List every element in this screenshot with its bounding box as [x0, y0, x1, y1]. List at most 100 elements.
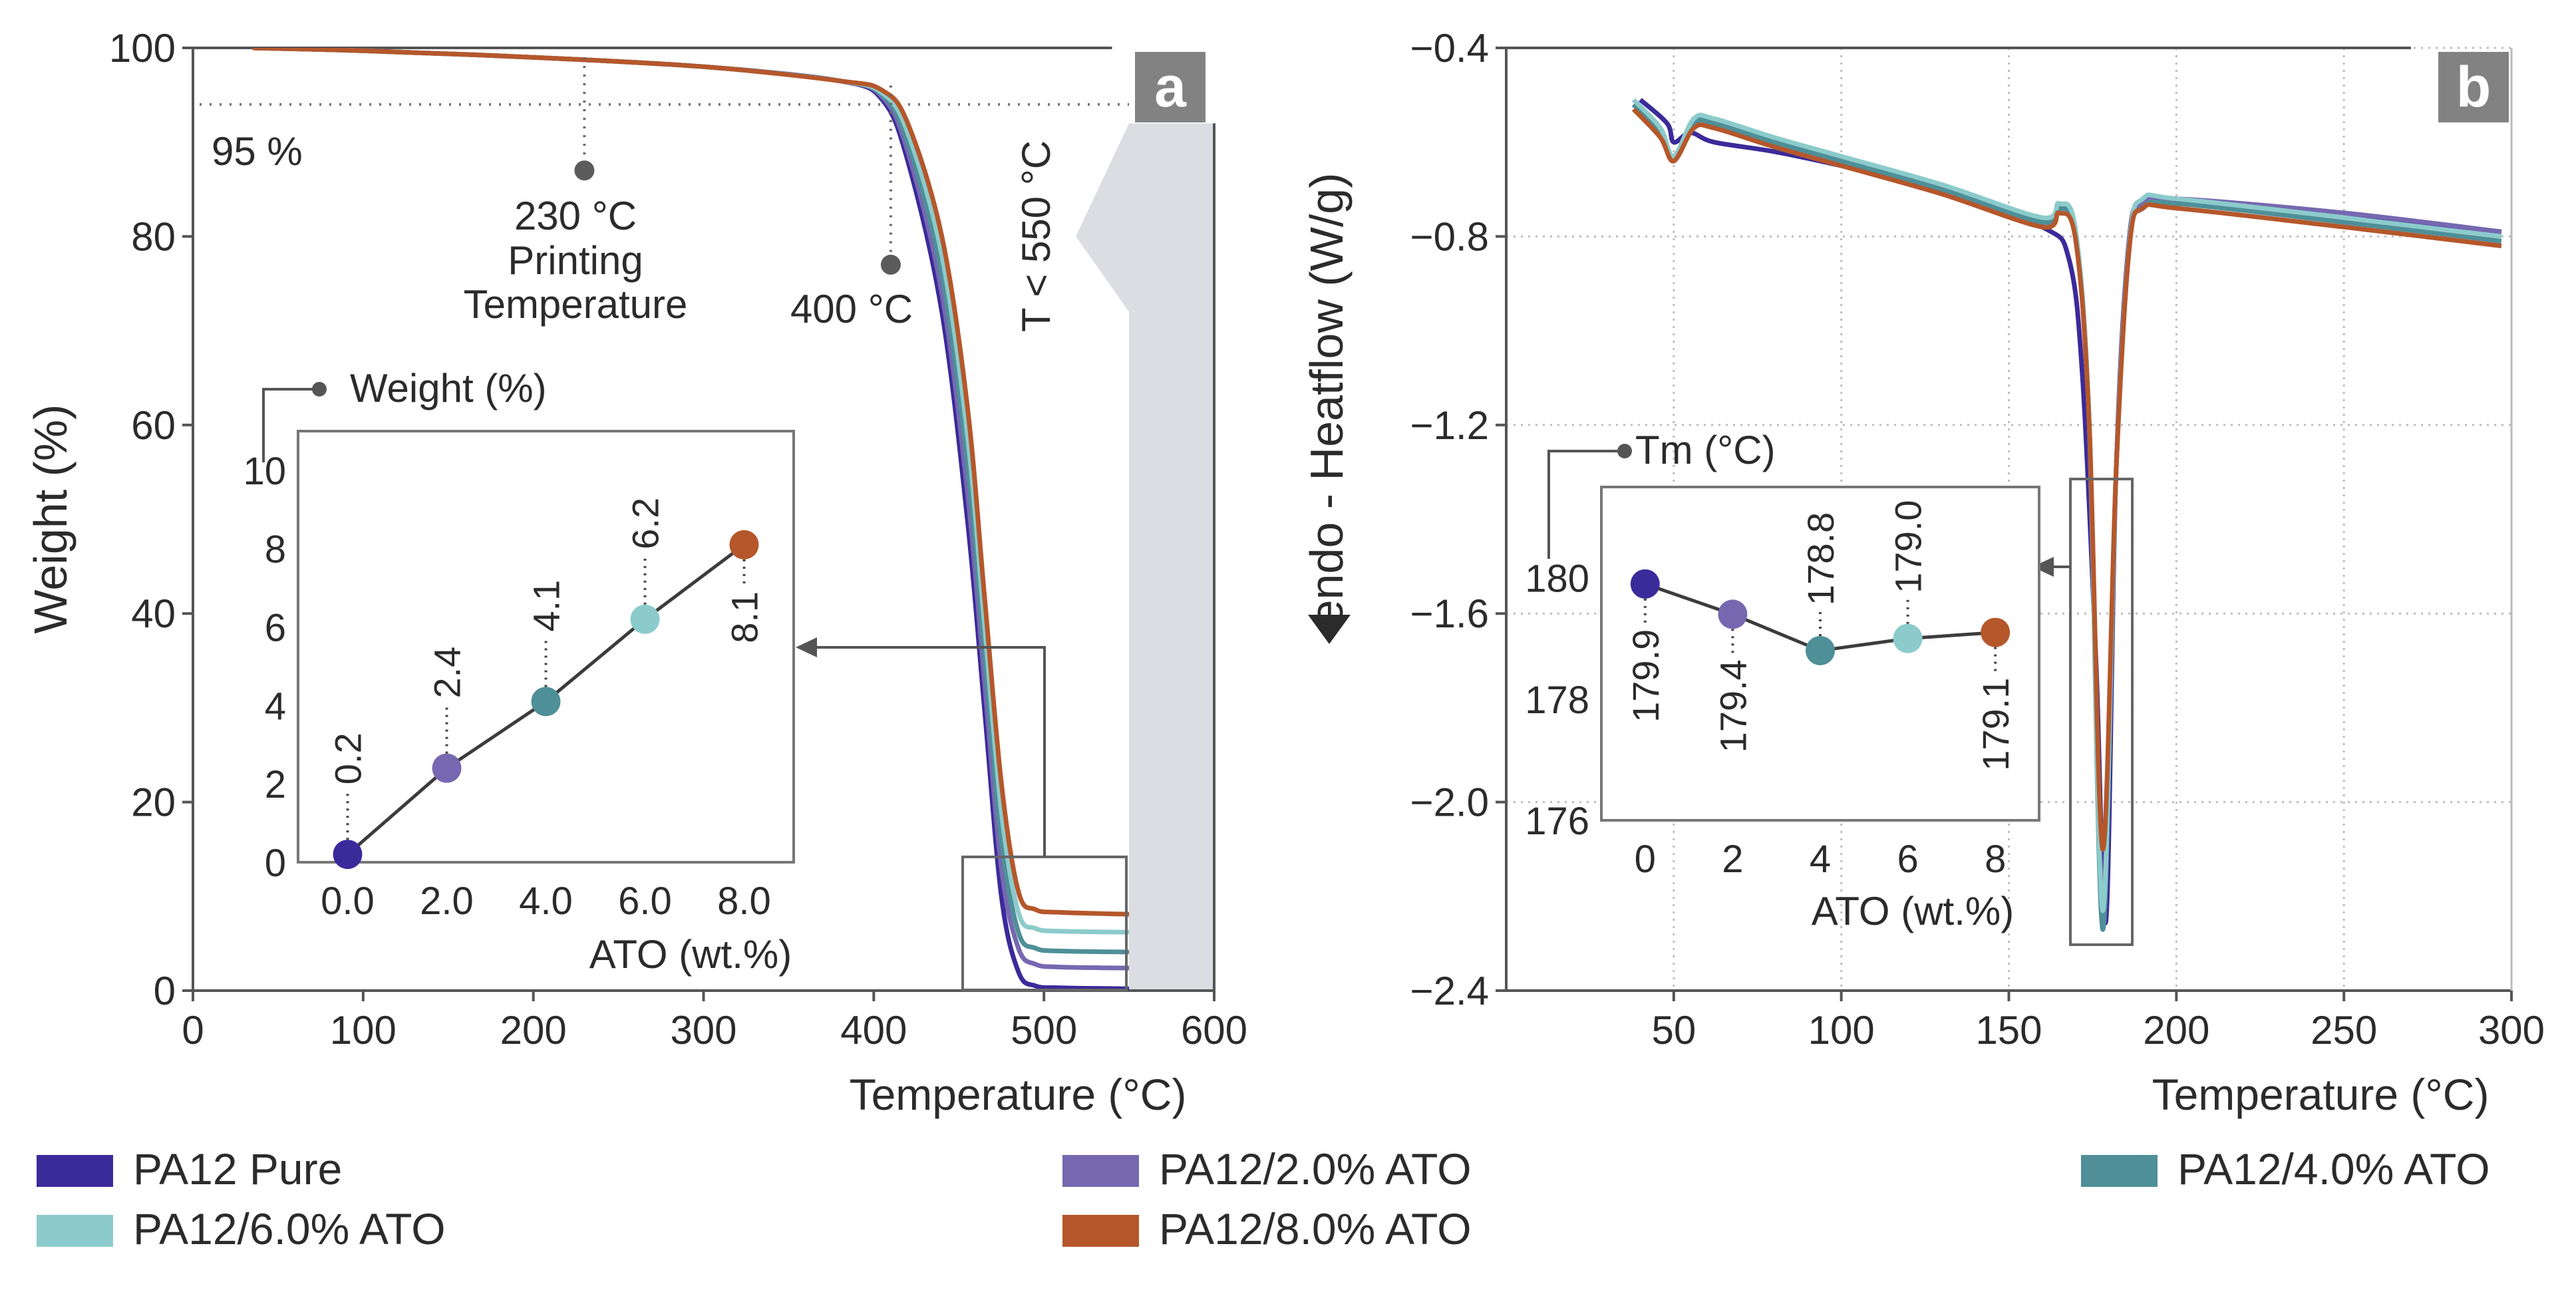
y-tick-label: 80 — [131, 214, 176, 259]
inset-value-label: 8.1 — [724, 591, 766, 643]
zoom-leader-line — [812, 646, 1046, 857]
y-tick-label: 0 — [154, 969, 176, 1013]
printing-temp-value: 230 °C — [514, 194, 637, 238]
y-tick-label: −2.0 — [1410, 780, 1489, 825]
x-tick-label: 0 — [182, 1008, 204, 1053]
inset-point-ato4 — [1806, 635, 1835, 665]
x-axis-title: Temperature (°C) — [850, 1070, 1187, 1119]
x-tick-label: 300 — [670, 1008, 736, 1053]
shaded-region-arrow — [1076, 123, 1130, 312]
inset-y-tick-label: 180 — [1525, 558, 1589, 601]
legend-item-pa12-pure: PA12 Pure — [37, 1144, 342, 1194]
inset-weight: Weight (%) 0 2 4 6 8 10 0.0 2.0 4.0 6.0 8.0 ATO (… — [243, 366, 795, 977]
x-tick-label: 200 — [500, 1008, 567, 1053]
inset-y-tick-label: 4 — [265, 685, 286, 728]
y-axis-title: Weight (%) — [25, 405, 77, 634]
panel-a-label: a — [1154, 55, 1187, 119]
inset-x-tick-label: 4.0 — [519, 880, 573, 923]
inset-frame — [297, 430, 795, 864]
legend-swatch — [2081, 1155, 2158, 1187]
x-tick-label: 100 — [1808, 1008, 1875, 1053]
x-tick-label: 600 — [1181, 1008, 1247, 1053]
shaded-region-label: T < 550 °C — [1014, 140, 1058, 332]
series-line-ato8 — [1631, 107, 2502, 852]
inset-title-marker — [1617, 444, 1632, 458]
legend-swatch — [37, 1155, 113, 1187]
legend-label: PA12/8.0% ATO — [1159, 1204, 1472, 1253]
printing-label: Printing — [508, 238, 643, 283]
inset-point-ato8 — [729, 530, 759, 560]
inset-value-label: 2.4 — [426, 647, 468, 699]
inset-point-ato2 — [1718, 599, 1748, 629]
legend-item-pa12-4-ato: PA12/4.0% ATO — [2081, 1144, 2490, 1194]
panel-b-badge — [2438, 52, 2509, 122]
x-tick-label: 400 — [840, 1008, 907, 1053]
x-tick-label: 500 — [1011, 1008, 1077, 1053]
inset-point-ato6 — [1893, 623, 1923, 653]
inset-point-ato4 — [531, 687, 561, 717]
inset-value-label: 0.2 — [327, 732, 369, 784]
y-tick-label: 40 — [131, 591, 176, 636]
inset-x-tick-label: 6 — [1897, 838, 1918, 881]
inset-y-tick-label: 6 — [265, 607, 286, 650]
endo-direction-arrow — [1308, 615, 1351, 644]
inset-x-tick-label: 0.0 — [321, 880, 375, 923]
y-tick-label: −1.6 — [1410, 591, 1489, 636]
inset-y-tick-label: 10 — [243, 450, 286, 493]
inset-value-label: 179.1 — [1975, 678, 2016, 771]
panel-b-label: b — [2456, 55, 2492, 119]
x-tick-label: 300 — [2478, 1008, 2545, 1053]
inset-x-tick-label: 0 — [1635, 838, 1656, 881]
y-tick-label: 20 — [131, 780, 176, 825]
x-tick-label: 200 — [2143, 1008, 2209, 1053]
inset-melting-temperature: Tm (°C) 176 178 180 0 2 4 6 8 ATO (wt.%) 179.9… — [1525, 428, 2040, 933]
legend-label: PA12/2.0% ATO — [1159, 1144, 1472, 1194]
inset-y-tick-label: 178 — [1525, 679, 1589, 722]
inset-x-axis-title: ATO (wt.%) — [589, 932, 792, 977]
zoom-arrowhead — [2032, 557, 2054, 577]
y-tick-label: −1.2 — [1410, 403, 1489, 448]
legend-label: PA12/4.0% ATO — [2177, 1144, 2490, 1194]
legend-item-pa12-2-ato: PA12/2.0% ATO — [1062, 1144, 1472, 1194]
legend-label: PA12 Pure — [133, 1144, 342, 1194]
x-tick-label: 50 — [1651, 1008, 1696, 1053]
inset-point-ato6 — [630, 604, 660, 634]
inset-y-tick-label: 176 — [1525, 800, 1589, 843]
inset-title: Tm (°C) — [1635, 428, 1776, 472]
degradation-onset-marker — [880, 254, 901, 275]
inset-x-tick-label: 2 — [1722, 838, 1743, 881]
legend-swatch — [37, 1215, 113, 1247]
threshold-label: 95 % — [212, 129, 303, 174]
panel-b: −2.4 −2.0 −1.6 −1.2 −0.8 −0.4 50 100 150 200 250 3… — [1301, 26, 2545, 1119]
inset-point-pure — [333, 840, 363, 870]
inset-x-tick-label: 8.0 — [717, 880, 771, 923]
inset-x-tick-label: 2.0 — [420, 880, 474, 923]
inset-value-label: 178.8 — [1800, 512, 1842, 605]
series-line-ato8 — [252, 48, 1130, 917]
printing-temperature-marker — [574, 160, 595, 181]
y-tick-label: −2.4 — [1410, 969, 1489, 1013]
inset-point-ato2 — [432, 753, 462, 783]
x-tick-label: 250 — [2311, 1008, 2377, 1053]
inset-value-label: 179.0 — [1887, 500, 1929, 593]
legend-label: PA12/6.0% ATO — [133, 1204, 446, 1253]
legend: PA12 Pure PA12/2.0% ATO PA12/4.0% ATO PA… — [37, 1144, 2490, 1253]
inset-value-label: 6.2 — [625, 498, 667, 550]
inset-x-axis-title: ATO (wt.%) — [1812, 889, 2014, 933]
y-tick-label: −0.4 — [1410, 26, 1489, 71]
x-tick-label: 150 — [1975, 1008, 2042, 1053]
panel-a-badge — [1135, 52, 1206, 122]
y-axis-title: endo - Heatflow (W/g) — [1301, 173, 1353, 626]
inset-point-ato8 — [1981, 617, 2011, 647]
inset-y-tick-label: 0 — [265, 842, 286, 885]
inset-y-tick-label: 2 — [265, 763, 286, 806]
x-axis-title: Temperature (°C) — [2152, 1070, 2490, 1119]
y-tick-label: 60 — [131, 403, 176, 448]
legend-item-pa12-6-ato: PA12/6.0% ATO — [37, 1204, 446, 1253]
zoom-arrowhead — [796, 637, 817, 657]
legend-swatch — [1062, 1215, 1139, 1247]
printing-temperature-label: Temperature — [464, 282, 688, 327]
inset-title-marker — [312, 382, 327, 397]
degradation-onset-label: 400 °C — [790, 287, 913, 331]
